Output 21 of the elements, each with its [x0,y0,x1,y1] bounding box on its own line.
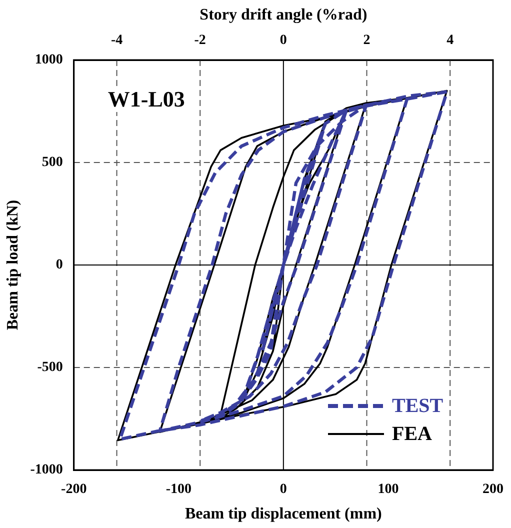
x-tick-label: -100 [166,482,192,498]
x2-tick-label: 0 [280,33,287,48]
x-tick-label: 200 [482,482,504,498]
x2-tick-label: -2 [194,33,206,48]
annotation: W1-L03 [108,86,185,112]
x-tick-label: 100 [378,482,399,498]
y-tick-label: 0 [56,258,63,273]
x-tick-label: 0 [280,482,287,498]
y-tick-label: 500 [42,155,63,170]
x-axis-title: Beam tip displacement (mm) [185,506,382,523]
legend-label: TEST [392,394,444,418]
x2-axis-title: Story drift angle (%rad) [200,6,368,24]
x2-tick-label: 2 [363,33,370,48]
y-axis-title: Beam tip load (kN) [4,200,22,330]
x-tick-label: -200 [61,482,87,498]
y-tick-label: -1000 [30,462,63,478]
x2-tick-label: -4 [110,33,123,48]
y-tick-label: 1000 [34,52,63,68]
x2-tick-label: 4 [446,33,454,48]
y-tick-label: -500 [37,360,63,376]
legend-label: FEA [392,422,432,446]
